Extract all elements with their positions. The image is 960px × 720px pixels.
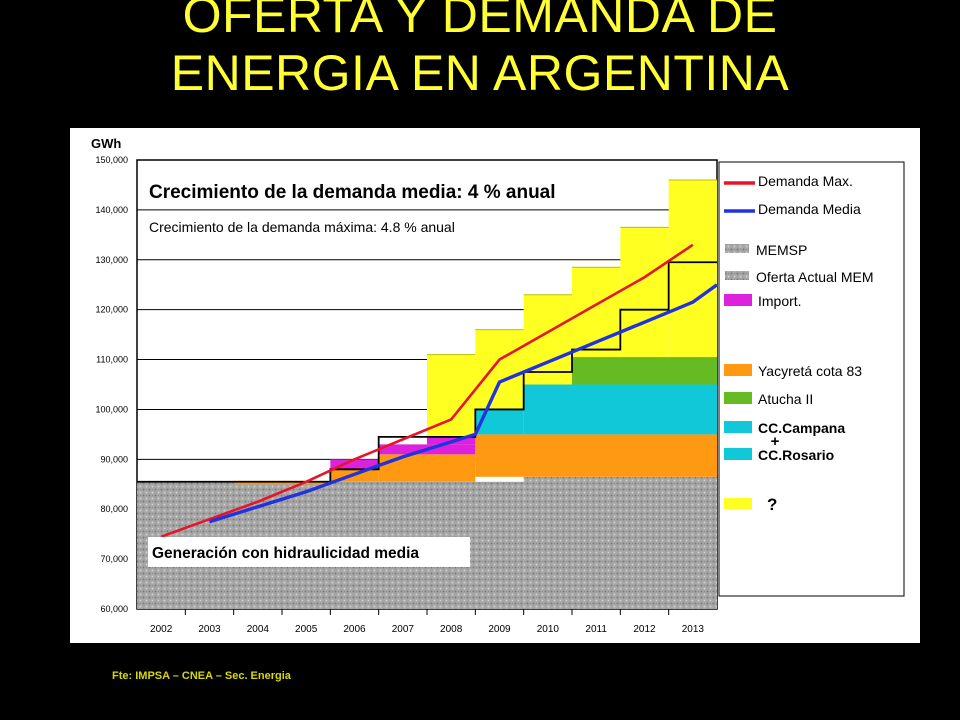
y-tick-label: 120,000	[95, 305, 128, 315]
slide-title-line-2: ENERGIA EN ARGENTINA	[170, 45, 790, 101]
legend-item: Oferta Actual MEM	[725, 269, 873, 285]
x-tick-label: 2007	[392, 624, 415, 635]
legend-swatch	[724, 364, 752, 376]
supply-demand-chart: 60,000 70,000 80,000 90,000 100,000 110,000 12…	[91, 136, 905, 635]
x-tick-label: 2013	[682, 624, 705, 635]
legend-swatch	[725, 244, 749, 253]
legend-label: Demanda Max.	[758, 173, 853, 189]
legend-item: Atucha II	[724, 391, 813, 407]
legend-label: MEMSP	[756, 242, 807, 258]
y-tick-label: 150,000	[95, 155, 128, 165]
legend-label: Yacyretá cota 83	[758, 363, 862, 379]
legend-label: Atucha II	[758, 391, 813, 407]
demanda-media-line	[208, 283, 718, 524]
y-tick-label: 130,000	[95, 255, 128, 265]
x-tick-label: 2008	[440, 624, 463, 635]
y-tick-label: 140,000	[95, 205, 128, 215]
x-tick-label: 2005	[295, 624, 318, 635]
legend-label: +	[771, 433, 780, 450]
legend-label: ?	[767, 495, 777, 514]
band-segment	[330, 459, 379, 470]
legend-label: CC.Campana	[758, 420, 845, 436]
y-tick-label: 80,000	[100, 504, 128, 514]
band-segment	[620, 227, 669, 358]
band-segment	[378, 454, 476, 482]
subline-annotation: Crecimiento de la demanda máxima: 4.8 % …	[149, 219, 455, 235]
legend-box	[718, 161, 905, 597]
y-tick-label: 100,000	[95, 404, 128, 414]
x-tick-label: 2004	[247, 624, 270, 635]
axes: 60,000 70,000 80,000 90,000 100,000 110,000 12…	[91, 136, 704, 635]
demand-lines	[137, 243, 718, 538]
legend-item: CC.Rosario	[724, 447, 834, 463]
legend-item: Yacyretá cota 83	[724, 363, 862, 379]
legend-swatch	[724, 421, 752, 433]
y-tick-label: 90,000	[100, 454, 128, 464]
demanda-max-line	[160, 243, 694, 538]
source-note: Fte: IMPSA – CNEA – Sec. Energia	[112, 670, 291, 682]
x-tick-label: 2009	[488, 624, 511, 635]
y-unit-label: GWh	[91, 136, 121, 151]
legend-item: Import.	[724, 293, 802, 309]
legend-swatch	[725, 271, 749, 280]
band-segment	[475, 329, 524, 410]
legend: Demanda Max. Demanda Media MEMSP Oferta Act…	[718, 161, 905, 597]
band-segment	[668, 179, 717, 358]
band-segment	[523, 476, 717, 609]
annotations: Generación con hidraulicidad media Crecim…	[148, 182, 556, 567]
band-segment	[475, 434, 717, 477]
x-tick-label: 2012	[633, 624, 656, 635]
legend-item: ?	[724, 495, 777, 514]
legend-swatch	[724, 448, 752, 460]
supply-step-line	[137, 261, 717, 483]
slide-title-line-1: OFERTA Y DEMANDA DE	[182, 0, 778, 43]
band-segment	[523, 384, 717, 435]
legend-item: CC.Campana	[724, 420, 845, 436]
legend-item: Demanda Media	[724, 201, 861, 217]
legend-item: +	[771, 433, 780, 450]
legend-label: Demanda Media	[758, 201, 861, 217]
y-tick-label: 60,000	[100, 604, 128, 614]
x-tick-label: 2011	[585, 624, 607, 635]
band-segment	[572, 357, 717, 385]
base-label-box	[148, 537, 470, 567]
headline-annotation: Crecimiento de la demanda media: 4 % anu…	[149, 182, 556, 203]
band-segment	[523, 294, 572, 385]
legend-label: CC.Rosario	[758, 447, 834, 463]
base-label: Generación con hidraulicidad media	[152, 545, 419, 562]
legend-label: Import.	[758, 293, 802, 309]
legend-item: MEMSP	[725, 242, 807, 258]
x-tick-label: 2010	[537, 624, 560, 635]
legend-swatch	[724, 294, 752, 306]
x-tick-label: 2006	[343, 624, 366, 635]
x-tick-label: 2003	[198, 624, 221, 635]
slide-title: OFERTA Y DEMANDA DE ENERGIA EN ARGENTINA	[0, 0, 960, 102]
chart-image-area: 60,000 70,000 80,000 90,000 100,000 110,000 12…	[70, 128, 920, 643]
legend-swatch	[724, 392, 752, 404]
x-tick-label: 2002	[150, 624, 173, 635]
legend-swatch	[724, 498, 752, 509]
legend-label: Oferta Actual MEM	[756, 269, 873, 285]
legend-item: Demanda Max.	[724, 173, 853, 189]
y-tick-label: 110,000	[96, 355, 128, 365]
y-tick-label: 70,000	[100, 554, 128, 564]
